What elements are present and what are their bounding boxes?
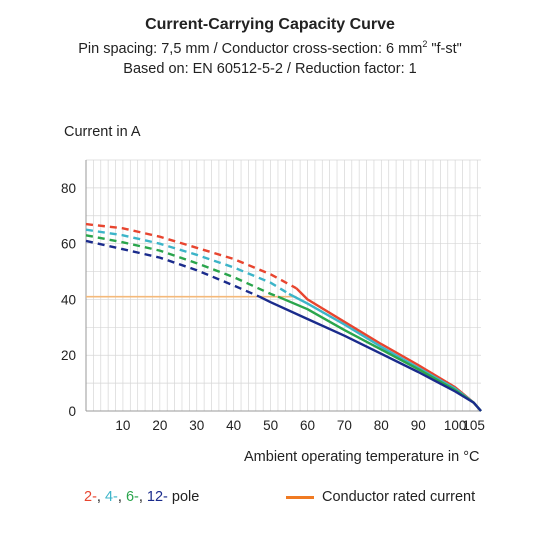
legend-pole-item: , xyxy=(96,489,105,505)
x-tick-label: 80 xyxy=(374,418,389,433)
rated-current-label: Conductor rated current xyxy=(322,489,476,505)
x-tick-label: 90 xyxy=(411,418,426,433)
x-tick-label: 30 xyxy=(189,418,204,433)
chart-title: Current-Carrying Capacity Curve xyxy=(145,16,395,33)
x-tick-label: 100 xyxy=(444,418,467,433)
subtitle-superscript: 2 xyxy=(422,39,428,49)
legend-pole-item: 2- xyxy=(84,489,97,505)
x-tick-label: 20 xyxy=(152,418,167,433)
chart-subtitle-spacing: Pin spacing: 7,5 mm / Conductor cross-se… xyxy=(0,39,540,57)
series-lines xyxy=(85,222,482,412)
pole-6-dashed-line xyxy=(85,234,279,298)
x-tick-label: 70 xyxy=(337,418,352,433)
pole-12-solid-line xyxy=(258,295,482,412)
y-tick-label: 20 xyxy=(61,348,76,363)
legend-poles: 2-, 4-, 6-, 12- pole xyxy=(84,489,199,505)
y-axis-label: Current in A xyxy=(64,124,141,140)
y-tick-label: 0 xyxy=(68,404,76,419)
legend-pole-item: 4- xyxy=(104,489,118,505)
legend-pole-item: 12- xyxy=(146,489,168,505)
rated-current-swatch xyxy=(286,495,314,499)
chart-subtitle-standard: Based on: EN 60512-5-2 / Reduction facto… xyxy=(123,61,417,77)
legend-rated-current: Conductor rated current xyxy=(286,489,475,505)
x-tick-label: 105 xyxy=(462,418,485,433)
x-tick-label: 60 xyxy=(300,418,315,433)
pole-2-dashed-line xyxy=(85,222,297,290)
pole-12-dashed-line xyxy=(85,239,260,298)
subtitle-spacing-text: Pin spacing: 7,5 mm / Conductor cross-se… xyxy=(78,40,423,57)
x-tick-label: 10 xyxy=(115,418,130,433)
pole-4-dashed-line xyxy=(85,228,290,295)
x-tick-label: 50 xyxy=(263,418,278,433)
y-tick-label: 80 xyxy=(61,181,76,196)
legend-pole-item: pole xyxy=(167,489,200,505)
subtitle-spacing-tail: "f-st" xyxy=(427,40,462,57)
legend-pole-item: 6- xyxy=(125,489,139,505)
y-tick-label: 40 xyxy=(61,292,76,307)
x-axis-label: Ambient operating temperature in °C xyxy=(244,449,480,465)
axes xyxy=(85,160,481,412)
y-tick-label: 60 xyxy=(61,237,76,252)
x-tick-label: 40 xyxy=(226,418,241,433)
legend-pole-item: , xyxy=(117,489,126,505)
legend-pole-item: , xyxy=(138,489,147,505)
